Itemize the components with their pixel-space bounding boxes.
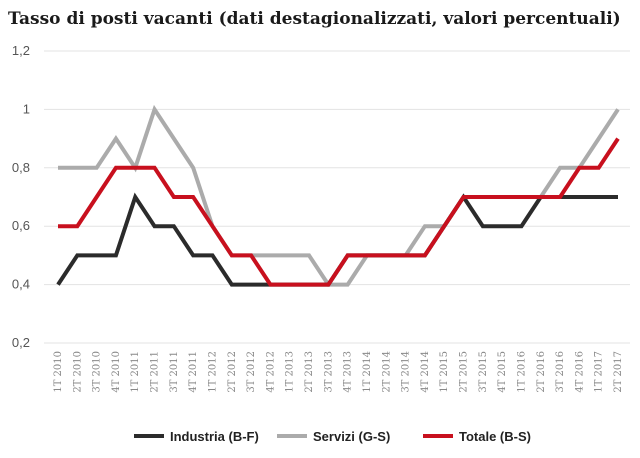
- x-tick-label: 4T 2012: [265, 351, 276, 393]
- x-tick-label: 4T 2014: [420, 351, 431, 393]
- x-tick-label: 4T 2010: [111, 351, 122, 393]
- x-tick-label: 2T 2010: [72, 351, 83, 393]
- y-tick-label: 0,8: [12, 160, 30, 175]
- chart-title: Tasso di posti vacanti (dati destagional…: [8, 9, 621, 29]
- x-tick-label: 1T 2010: [53, 351, 64, 393]
- y-tick-label: 0,6: [12, 218, 30, 233]
- legend-label: Servizi (G-S): [313, 429, 390, 444]
- y-tick-label: 0,4: [12, 277, 30, 292]
- x-tick-label: 3T 2012: [246, 351, 257, 393]
- x-tick-label: 3T 2014: [401, 351, 412, 393]
- x-tick-label: 2T 2013: [304, 351, 315, 393]
- x-tick-label: 1T 2015: [439, 351, 450, 393]
- legend: Industria (B-F) Servizi (G-S) Totale (B-S): [134, 429, 531, 444]
- x-tick-label: 1T 2013: [285, 351, 296, 393]
- y-tick-label: 0,2: [12, 335, 30, 350]
- legend-label: Totale (B-S): [459, 429, 531, 444]
- legend-label: Industria (B-F): [170, 429, 259, 444]
- x-tick-label: 4T 2016: [574, 351, 585, 393]
- x-tick-label: 2T 2011: [150, 351, 161, 393]
- y-tick-label: 1,2: [12, 43, 30, 58]
- y-axis-ticks: 0,2 0,4 0,6 0,8 1 1,2: [12, 43, 30, 350]
- x-tick-label: 2T 2014: [381, 351, 392, 393]
- series-lines: [56, 104, 620, 287]
- x-tick-label: 2T 2015: [459, 351, 470, 393]
- series-line-2: [58, 137, 620, 287]
- x-tick-label: 1T 2016: [516, 351, 527, 393]
- x-tick-label: 1T 2011: [130, 351, 141, 393]
- x-tick-label: 2T 2016: [536, 351, 547, 393]
- x-tick-label: 3T 2013: [323, 351, 334, 393]
- x-tick-label: 1T 2014: [362, 351, 373, 393]
- x-tick-label: 2T 2017: [613, 351, 624, 393]
- x-tick-label: 4T 2013: [343, 351, 354, 393]
- x-tick-label: 2T 2012: [227, 351, 238, 393]
- x-axis-ticks: 1T 2010 2T 2010 3T 2010 4T 2010 1T 2011 2T 20…: [53, 351, 624, 393]
- y-tick-label: 1: [23, 101, 30, 116]
- x-tick-label: 3T 2010: [92, 351, 103, 393]
- x-tick-label: 3T 2011: [169, 351, 180, 393]
- x-tick-label: 3T 2015: [478, 351, 489, 393]
- x-tick-label: 1T 2017: [594, 351, 605, 393]
- x-tick-label: 1T 2012: [207, 351, 218, 393]
- x-tick-label: 4T 2011: [188, 351, 199, 393]
- x-tick-label: 4T 2015: [497, 351, 508, 393]
- x-tick-label: 3T 2016: [555, 351, 566, 393]
